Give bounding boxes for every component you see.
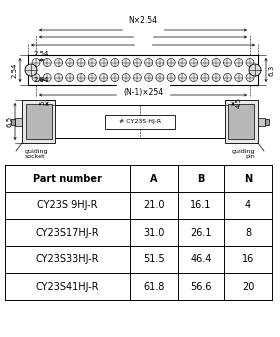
Text: N: N bbox=[244, 174, 252, 184]
Text: N×2.54: N×2.54 bbox=[129, 16, 157, 25]
Text: (N-1)×254: (N-1)×254 bbox=[123, 88, 163, 97]
Text: 8: 8 bbox=[245, 227, 251, 238]
Circle shape bbox=[156, 73, 164, 82]
Text: 56.6: 56.6 bbox=[190, 281, 212, 292]
Circle shape bbox=[55, 59, 62, 66]
Text: B: B bbox=[197, 174, 205, 184]
Circle shape bbox=[88, 73, 96, 82]
Circle shape bbox=[167, 59, 175, 66]
Text: 6.3: 6.3 bbox=[269, 64, 275, 75]
Circle shape bbox=[246, 59, 254, 66]
Text: CY23S17HJ-R: CY23S17HJ-R bbox=[36, 227, 99, 238]
Circle shape bbox=[212, 73, 220, 82]
Circle shape bbox=[32, 73, 40, 82]
Bar bbox=[258, 118, 265, 125]
Circle shape bbox=[66, 59, 74, 66]
Text: 5: 5 bbox=[39, 100, 45, 105]
Circle shape bbox=[223, 59, 232, 66]
Text: 31.0: 31.0 bbox=[143, 227, 165, 238]
Circle shape bbox=[178, 73, 186, 82]
Text: 20: 20 bbox=[242, 281, 254, 292]
Text: 2.54: 2.54 bbox=[34, 77, 49, 83]
Bar bbox=[26, 104, 52, 139]
Circle shape bbox=[167, 73, 175, 82]
Circle shape bbox=[77, 73, 85, 82]
Circle shape bbox=[88, 59, 96, 66]
Circle shape bbox=[122, 59, 130, 66]
Text: 61.8: 61.8 bbox=[143, 281, 165, 292]
Circle shape bbox=[223, 73, 232, 82]
Text: 4.5: 4.5 bbox=[236, 97, 242, 108]
Bar bbox=[11, 119, 15, 124]
Text: 21.0: 21.0 bbox=[143, 201, 165, 211]
Text: 2.54: 2.54 bbox=[12, 62, 18, 78]
Circle shape bbox=[66, 73, 74, 82]
Circle shape bbox=[100, 73, 108, 82]
Circle shape bbox=[122, 73, 130, 82]
Text: # CY23S·HJ-R: # CY23S·HJ-R bbox=[119, 119, 161, 124]
Text: 46.4: 46.4 bbox=[190, 254, 212, 265]
Text: 16: 16 bbox=[242, 254, 254, 265]
Bar bbox=[22, 100, 55, 143]
Circle shape bbox=[145, 59, 153, 66]
Text: CY23S41HJ-R: CY23S41HJ-R bbox=[36, 281, 99, 292]
Text: 6.5: 6.5 bbox=[6, 116, 12, 127]
Text: pin: pin bbox=[245, 154, 255, 159]
Circle shape bbox=[235, 73, 243, 82]
Circle shape bbox=[201, 59, 209, 66]
Circle shape bbox=[145, 73, 153, 82]
Text: CY23S33HJ-R: CY23S33HJ-R bbox=[36, 254, 99, 265]
Circle shape bbox=[133, 59, 141, 66]
Circle shape bbox=[111, 59, 119, 66]
Text: 4: 4 bbox=[245, 201, 251, 211]
Text: 2.54: 2.54 bbox=[34, 51, 49, 57]
Text: guiding: guiding bbox=[25, 149, 48, 154]
Text: A: A bbox=[150, 174, 158, 184]
Circle shape bbox=[77, 59, 85, 66]
Circle shape bbox=[32, 59, 40, 66]
Circle shape bbox=[43, 73, 51, 82]
Text: 16.1: 16.1 bbox=[190, 201, 212, 211]
Text: socket: socket bbox=[25, 154, 45, 159]
Circle shape bbox=[43, 59, 51, 66]
Circle shape bbox=[246, 73, 254, 82]
Circle shape bbox=[190, 59, 198, 66]
Circle shape bbox=[156, 59, 164, 66]
Bar bbox=[15, 118, 22, 125]
Circle shape bbox=[249, 64, 261, 76]
Circle shape bbox=[235, 59, 243, 66]
Circle shape bbox=[55, 73, 62, 82]
Text: B: B bbox=[140, 23, 146, 32]
Circle shape bbox=[190, 73, 198, 82]
Bar bbox=[265, 119, 269, 124]
Text: 26.1: 26.1 bbox=[190, 227, 212, 238]
Circle shape bbox=[201, 73, 209, 82]
Bar bbox=[228, 104, 254, 139]
Text: A: A bbox=[140, 31, 146, 40]
Circle shape bbox=[212, 59, 220, 66]
Text: Part number: Part number bbox=[33, 174, 102, 184]
Circle shape bbox=[178, 59, 186, 66]
Circle shape bbox=[25, 64, 37, 76]
Bar bbox=[105, 115, 175, 128]
Text: 51.5: 51.5 bbox=[143, 254, 165, 265]
Circle shape bbox=[111, 73, 119, 82]
Circle shape bbox=[133, 73, 141, 82]
Circle shape bbox=[100, 59, 108, 66]
Bar bbox=[225, 100, 258, 143]
Text: CY23S 9HJ-R: CY23S 9HJ-R bbox=[37, 201, 98, 211]
Text: guiding: guiding bbox=[232, 149, 255, 154]
